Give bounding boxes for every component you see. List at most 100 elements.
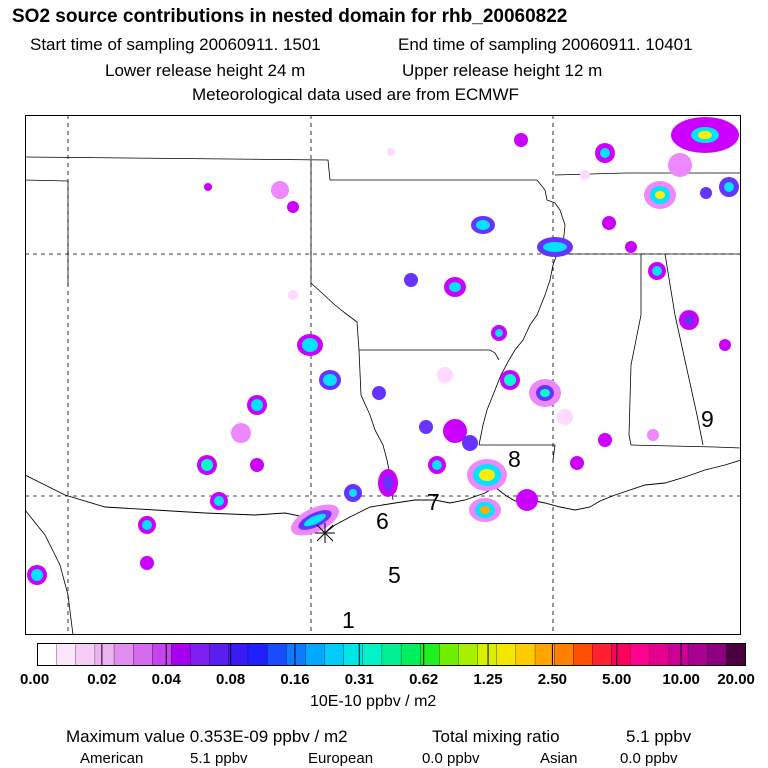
- colorbar-cell: [190, 643, 211, 666]
- plume-blob: [444, 277, 466, 297]
- plume-dot: [514, 133, 528, 147]
- boundary-ar-la: [359, 349, 500, 361]
- colorbar-cell: [362, 643, 383, 666]
- colorbar: [37, 643, 746, 666]
- plume-blob: [378, 469, 398, 497]
- plume-blob: [648, 262, 666, 280]
- state-boundaries: [25, 156, 741, 501]
- colorbar-cell: [687, 643, 708, 666]
- boundary-fl-al: [630, 444, 741, 449]
- colorbar-cell: [420, 643, 440, 666]
- total-mixing-value: 5.1 ppbv: [626, 727, 692, 746]
- plume-dot: [668, 153, 692, 177]
- region-label: 7: [427, 489, 440, 515]
- colorbar-cell: [133, 643, 153, 666]
- plume-blob: [469, 498, 501, 522]
- colorbar-cell: [324, 643, 345, 666]
- plume-blob: [197, 455, 217, 475]
- colorbar-cell: [573, 643, 593, 666]
- plume-dot: [443, 419, 467, 443]
- colorbar-cell: [592, 643, 613, 666]
- plume-dot: [288, 290, 298, 300]
- plume-dot: [372, 386, 386, 400]
- plume-blob: [671, 117, 739, 153]
- plume-blob: [290, 504, 340, 536]
- start-time-label: Start time of sampling 20060911. 1501: [30, 35, 321, 54]
- boundary-mo-ar: [554, 172, 741, 176]
- plume-dot: [516, 489, 538, 511]
- american-label: American: [80, 750, 144, 767]
- map-panel: 1 5 6 7 8 9: [25, 115, 741, 635]
- colorbar-tick-label: 1.25: [473, 671, 503, 688]
- colorbar-cell: [668, 643, 689, 666]
- plume-dot: [462, 435, 478, 451]
- grid-lines: [25, 115, 741, 635]
- colorbar-cell: [707, 643, 727, 666]
- colorbar-cell: [534, 643, 555, 666]
- colorbar-cell: [726, 643, 746, 666]
- plume-dot: [598, 433, 612, 447]
- plume-dot: [580, 170, 590, 180]
- plume-blob: [491, 325, 507, 341]
- colorbar-cell: [343, 643, 364, 666]
- colorbar-units: 10E-10 ppbv / m2: [310, 693, 437, 710]
- american-value: 5.1 ppbv: [190, 750, 248, 767]
- colorbar-cell: [266, 643, 287, 666]
- plume-dot: [387, 148, 395, 156]
- colorbar-cell: [477, 643, 498, 666]
- page-title: SO2 source contributions in nested domai…: [12, 6, 568, 27]
- plume-dot: [231, 423, 251, 443]
- colorbar-tick-label: 20.00: [717, 671, 755, 688]
- plume-layer: [27, 117, 739, 585]
- plume-blob: [138, 516, 156, 534]
- plume-blob: [319, 370, 341, 390]
- colorbar-tick-label: 0.62: [409, 671, 439, 688]
- european-label: European: [308, 750, 374, 767]
- colorbar-cell: [553, 643, 574, 666]
- colorbar-cell: [286, 643, 306, 666]
- colorbar-frame: [37, 643, 746, 666]
- boundary-al-ga: [664, 253, 704, 446]
- plume-blob: [719, 177, 739, 197]
- colorbar-tick-label: 5.00: [602, 671, 632, 688]
- plume-dot: [647, 429, 659, 441]
- plume-blob: [529, 379, 561, 407]
- plume-blob: [210, 492, 228, 510]
- plume-blob: [467, 459, 507, 491]
- boundary-ok-tx: [310, 160, 360, 351]
- max-value-label: Maximum value 0.353E-09 ppbv / m2: [66, 727, 348, 746]
- region-label: 9: [701, 406, 714, 432]
- plume-blob: [297, 334, 323, 356]
- plume-dot: [602, 216, 616, 230]
- colorbar-cell: [247, 643, 268, 666]
- colorbar-cell: [458, 643, 479, 666]
- colorbar-cell: [515, 643, 536, 666]
- coastline: [25, 459, 741, 534]
- plume-dot: [287, 201, 299, 213]
- plume-blob: [27, 565, 47, 585]
- region-label: 6: [376, 508, 389, 534]
- colorbar-cell: [209, 643, 230, 666]
- region-label: 5: [388, 562, 401, 588]
- plume-blob: [247, 395, 267, 415]
- colorbar-cell: [439, 643, 459, 666]
- plume-dot: [625, 241, 637, 253]
- colorbar-cell: [496, 643, 517, 666]
- coastline: [25, 509, 74, 635]
- boundary-panhandle: [25, 179, 69, 182]
- plume-dot: [570, 456, 584, 470]
- plume-blob: [500, 370, 520, 390]
- colorbar-cell: [305, 643, 325, 666]
- plume-dot: [700, 187, 712, 199]
- asian-value: 0.0 ppbv: [620, 750, 678, 767]
- plume-dot: [140, 556, 154, 570]
- lower-release-label: Lower release height 24 m: [105, 61, 306, 80]
- source-marker: [315, 523, 335, 543]
- boundary-la-ms: [479, 444, 556, 461]
- colorbar-tick-label: 0.00: [19, 671, 50, 688]
- region-label: 1: [342, 607, 355, 633]
- plume-dot: [437, 367, 453, 383]
- boundary-ks-ok: [25, 156, 556, 204]
- colorbar-cell: [400, 643, 421, 666]
- plume-blob: [595, 143, 615, 163]
